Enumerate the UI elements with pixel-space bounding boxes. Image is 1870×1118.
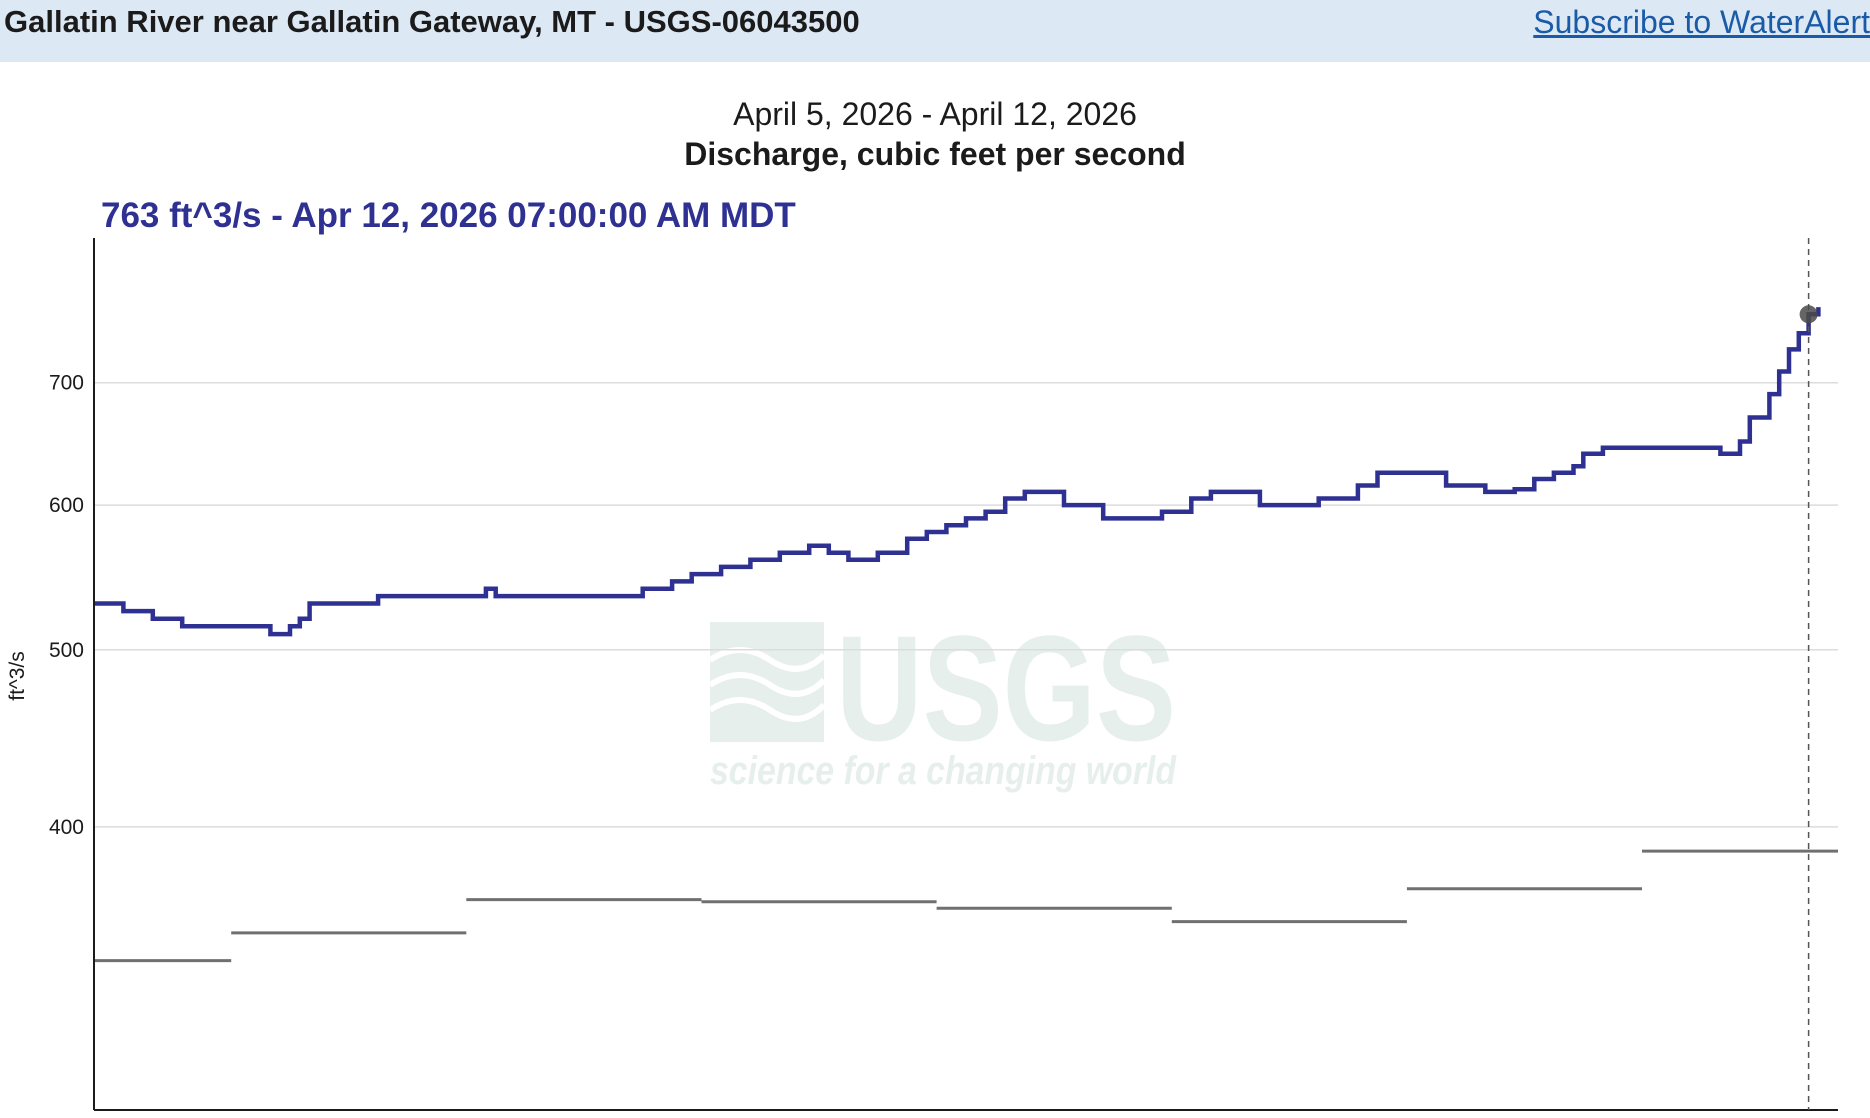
usgs-watermark: USGS science for a changing world (708, 604, 1177, 793)
usgs-wave-logo-icon (708, 622, 827, 742)
y-axis-ticks: 400 500 600 700 (49, 372, 84, 839)
y-gridlines (94, 381, 1838, 828)
y-tick-label-600: 600 (49, 494, 84, 517)
y-tick-label-400: 400 (49, 816, 84, 839)
series-layer (94, 307, 1838, 963)
watermark-tagline: science for a changing world (710, 749, 1177, 793)
chart-title: Discharge, cubic feet per second (684, 136, 1186, 172)
discharge-series-line (94, 307, 1821, 637)
site-header (0, 0, 1870, 62)
y-tick-label-500: 500 (49, 639, 84, 662)
y-axis-label: ft^3/s (6, 651, 29, 701)
subscribe-wateralert-link[interactable]: Subscribe to WaterAlert (1533, 4, 1870, 40)
median-series-line (94, 849, 1838, 963)
cursor-point (1799, 305, 1818, 324)
y-tick-label-700: 700 (49, 372, 84, 395)
site-title: Gallatin River near Gallatin Gateway, MT… (4, 4, 860, 39)
current-reading: 763 ft^3/s - Apr 12, 2026 07:00:00 AM MD… (101, 196, 796, 235)
watermark-logo-text: USGS (836, 604, 1176, 772)
chart-date-range: April 5, 2026 - April 12, 2026 (733, 96, 1137, 132)
